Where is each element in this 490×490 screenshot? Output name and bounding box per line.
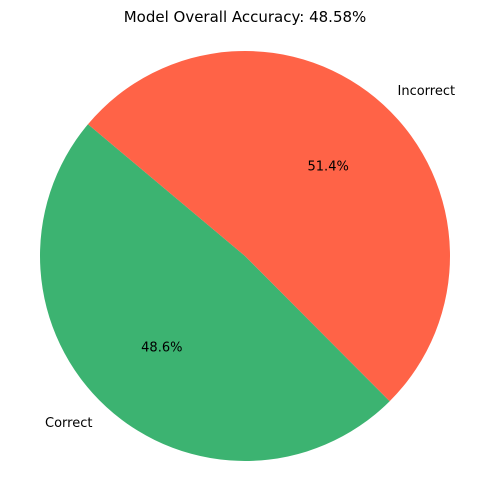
slice-percent-correct: 48.6% [141, 341, 182, 356]
slice-label-incorrect: Incorrect [398, 84, 456, 99]
slice-percent-incorrect: 51.4% [308, 159, 349, 174]
slice-label-correct: Correct [45, 416, 92, 431]
pie-slice-correct [40, 124, 390, 461]
pie-slice-incorrect [87, 50, 451, 402]
chart-title: Model Overall Accuracy: 48.58% [123, 8, 367, 26]
